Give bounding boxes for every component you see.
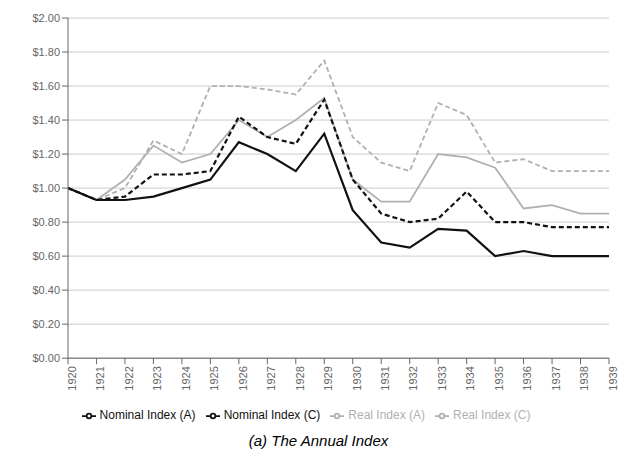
svg-text:1929: 1929 — [322, 366, 334, 390]
svg-text:1922: 1922 — [123, 366, 135, 390]
svg-text:1934: 1934 — [464, 366, 476, 390]
svg-text:1924: 1924 — [180, 366, 192, 390]
svg-text:$0.60: $0.60 — [32, 250, 60, 262]
svg-text:$0.80: $0.80 — [32, 216, 60, 228]
html-text:Real Index (A): Real Index (A) — [348, 408, 425, 423]
svg-text:$1.20: $1.20 — [32, 148, 60, 160]
svg-text:1933: 1933 — [436, 366, 448, 390]
svg-text:$0.20: $0.20 — [32, 318, 60, 330]
svg-text:1939: 1939 — [607, 366, 619, 390]
html-text:Nominal Index (A): Nominal Index (A) — [99, 408, 196, 423]
svg-text:$2.00: $2.00 — [32, 12, 60, 24]
svg-text:1925: 1925 — [208, 366, 220, 390]
svg-text:$0.00: $0.00 — [32, 352, 60, 364]
html-text:(a) The Annual Index: (a) The Annual Index — [248, 432, 389, 449]
svg-text:$1.00: $1.00 — [32, 182, 60, 194]
svg-text:1921: 1921 — [94, 366, 106, 390]
svg-text:1938: 1938 — [578, 366, 590, 390]
svg-text:$0.40: $0.40 — [32, 284, 60, 296]
svg-text:$1.40: $1.40 — [32, 114, 60, 126]
svg-text:1936: 1936 — [521, 366, 533, 390]
svg-text:$1.80: $1.80 — [32, 46, 60, 58]
svg-text:$1.60: $1.60 — [32, 80, 60, 92]
svg-text:1928: 1928 — [294, 366, 306, 390]
html-text:Real Index (C): Real Index (C) — [453, 408, 531, 423]
svg-text:1932: 1932 — [407, 366, 419, 390]
svg-text:1920: 1920 — [66, 366, 78, 390]
svg-text:1930: 1930 — [351, 366, 363, 390]
svg-text:1927: 1927 — [265, 366, 277, 390]
svg-text:1931: 1931 — [379, 366, 391, 390]
svg-text:1937: 1937 — [550, 366, 562, 390]
svg-text:1926: 1926 — [237, 366, 249, 390]
svg-text:1923: 1923 — [151, 366, 163, 390]
svg-text:1935: 1935 — [493, 366, 505, 390]
html-text:Nominal Index (C): Nominal Index (C) — [223, 408, 321, 423]
